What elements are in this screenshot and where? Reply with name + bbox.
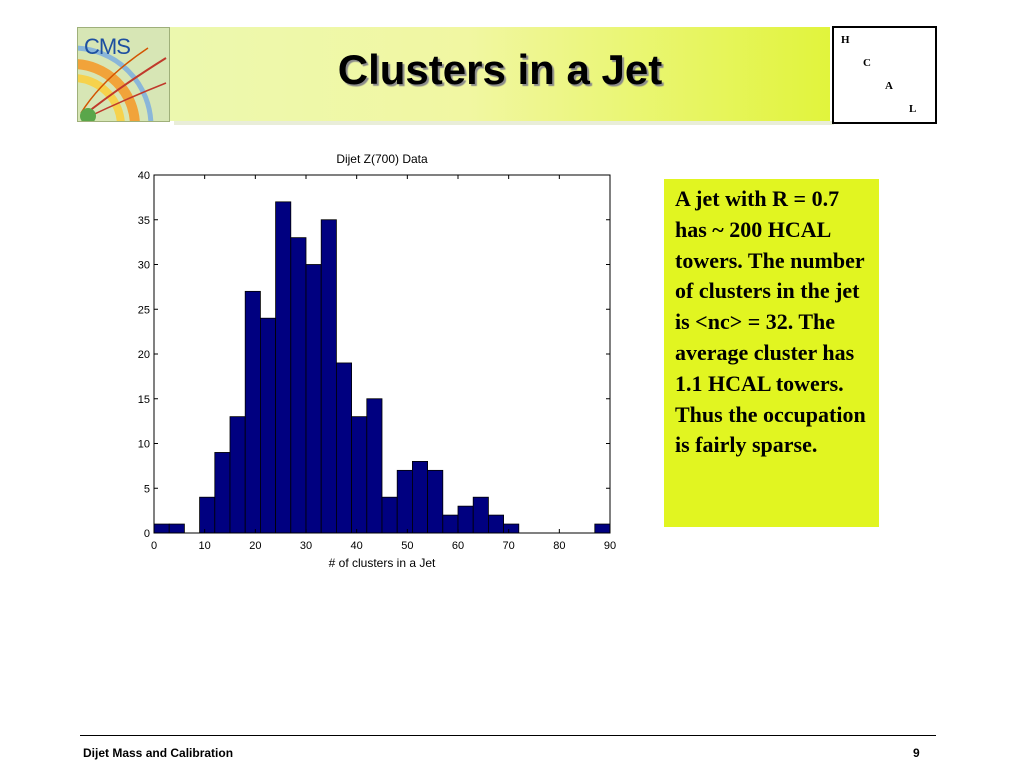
x-tick-label: 70 — [503, 540, 515, 552]
histogram-bar — [214, 452, 231, 534]
histogram-bar — [290, 237, 307, 534]
hcal-letter-l: L — [909, 103, 917, 115]
histogram-bar — [168, 523, 185, 534]
hcal-logo: H C A L — [832, 26, 937, 124]
histogram-bar — [594, 523, 611, 534]
footer-title: Dijet Mass and Calibration — [83, 746, 234, 760]
histogram-bar — [305, 264, 322, 534]
histogram-bar — [442, 514, 459, 534]
title-banner — [170, 27, 830, 121]
x-axis-label: # of clusters in a Jet — [329, 556, 436, 570]
footer-divider — [80, 735, 936, 736]
histogram-bar — [275, 201, 292, 534]
y-tick-label: 25 — [138, 304, 150, 316]
x-tick-label: 50 — [401, 540, 413, 552]
histogram-bar — [320, 219, 337, 534]
y-tick-label: 30 — [138, 260, 150, 272]
x-tick-label: 60 — [452, 540, 464, 552]
histogram-bar — [199, 496, 216, 534]
x-tick-label: 20 — [249, 540, 261, 552]
x-tick-label: 10 — [199, 540, 211, 552]
histogram-bar — [351, 416, 368, 534]
cms-logo-graphic — [78, 45, 167, 121]
histogram-bar — [229, 416, 246, 534]
hcal-letter-c: C — [863, 57, 871, 69]
histogram-bar — [427, 469, 444, 534]
page-number: 9 — [913, 746, 920, 760]
x-tick-label: 0 — [151, 540, 157, 552]
histogram-bar — [259, 317, 276, 534]
histogram-bar — [335, 362, 352, 534]
hcal-letter-a: A — [885, 80, 893, 92]
description-text: A jet with R = 0.7 has ~ 200 HCAL towers… — [675, 186, 866, 458]
histogram-bar — [153, 523, 170, 534]
cms-logo-text: CMS — [84, 34, 131, 59]
histogram-bar — [457, 505, 474, 534]
histogram-bar — [487, 514, 504, 534]
histogram-bar — [411, 460, 428, 534]
cms-logo: CMS — [77, 27, 170, 122]
y-tick-label: 0 — [144, 528, 150, 540]
histogram-bar — [472, 496, 489, 534]
chart-title: Dijet Z(700) Data — [336, 152, 428, 166]
x-tick-label: 30 — [300, 540, 312, 552]
y-tick-label: 20 — [138, 349, 150, 361]
x-tick-label: 90 — [604, 540, 616, 552]
histogram-bar — [503, 523, 520, 534]
y-tick-label: 35 — [138, 215, 150, 227]
histogram-bar — [396, 469, 413, 534]
histogram-bar — [366, 398, 383, 534]
y-tick-label: 15 — [138, 394, 150, 406]
x-tick-label: 80 — [553, 540, 565, 552]
y-tick-label: 40 — [138, 170, 150, 182]
histogram-svg: 0 10 20 30 40 50 60 70 80 90 0 5 10 15 20 25 30 35 40 Dijet… — [138, 152, 616, 570]
y-tick-label: 10 — [138, 439, 150, 451]
hcal-letter-h: H — [841, 34, 850, 46]
y-tick-label: 5 — [144, 483, 150, 495]
x-tick-label: 40 — [351, 540, 363, 552]
histogram-chart: 0 10 20 30 40 50 60 70 80 90 0 5 10 15 20 25 30 35 40 Dijet… — [120, 145, 630, 575]
histogram-bar — [381, 496, 398, 534]
histogram-bar — [244, 290, 261, 534]
title-banner-shadow — [174, 121, 834, 125]
page-title: Clusters in a Jet — [337, 46, 663, 93]
description-panel — [664, 179, 879, 527]
